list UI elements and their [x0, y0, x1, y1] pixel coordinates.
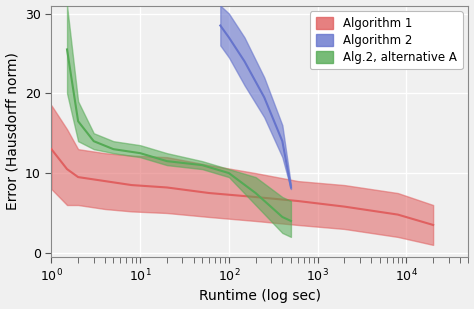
Legend: Algorithm 1, Algorithm 2, Alg.2, alternative A: Algorithm 1, Algorithm 2, Alg.2, alterna… [310, 11, 463, 70]
Y-axis label: Error (Hausdorff norm): Error (Hausdorff norm) [6, 52, 19, 210]
X-axis label: Runtime (log sec): Runtime (log sec) [199, 290, 321, 303]
